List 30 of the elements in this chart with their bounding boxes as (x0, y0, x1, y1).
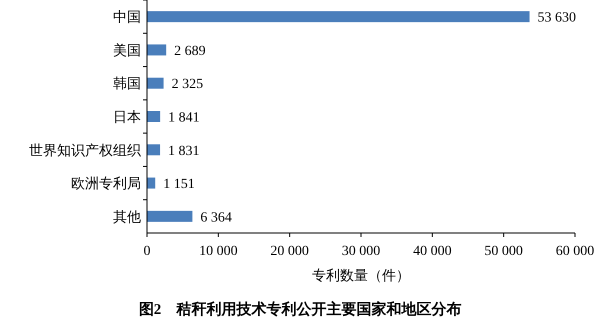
bar (147, 11, 530, 22)
text: 图2 秸秆利用技术专利公开主要国家和地区分布 (138, 300, 462, 318)
x-tick-label: 0 (144, 244, 150, 259)
y-tick-label: 中国 (113, 10, 141, 26)
y-tick-label: 日本 (113, 110, 141, 126)
y-tick-label: 美国 (113, 42, 141, 59)
bar (147, 111, 160, 122)
x-tick-label: 20 000 (270, 244, 309, 259)
y-tick-label: 世界知识产权组织 (29, 142, 141, 159)
data-label: 1 831 (168, 144, 200, 159)
data-label: 6 364 (200, 210, 232, 226)
data-label: 2 689 (174, 44, 206, 59)
x-axis-title: 专利数量（件） (312, 268, 410, 284)
bar (147, 210, 192, 222)
x-tick-label: 10 000 (199, 244, 238, 259)
x-tick-label: 60 000 (556, 244, 594, 259)
x-tick-label: 30 000 (342, 244, 380, 259)
data-label: 1 841 (168, 110, 200, 126)
bar (147, 178, 156, 189)
data-label: 2 325 (172, 77, 204, 92)
x-tick-label: 50 000 (484, 244, 523, 259)
bar (147, 144, 160, 156)
data-label: 53 630 (538, 10, 576, 26)
y-tick-label: 欧洲专利局 (71, 176, 141, 192)
y-tick-label: 韩国 (113, 76, 141, 92)
x-tick-label: 40 000 (413, 244, 452, 259)
bar (147, 78, 164, 89)
data-label: 1 151 (163, 177, 195, 192)
bar (147, 44, 166, 56)
y-tick-label: 其他 (113, 209, 141, 226)
